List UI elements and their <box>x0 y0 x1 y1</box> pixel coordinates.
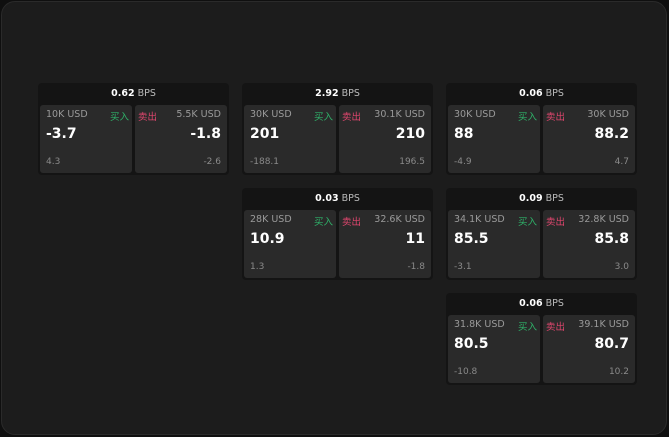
buy-label: 买入 <box>517 217 537 228</box>
spread-value: 0.03 <box>315 193 339 204</box>
quote-card: 2.92 BPS 30K USD 买入 201 -188.1 卖出 30.1K … <box>242 83 433 175</box>
spread-header: 0.09 BPS <box>446 188 637 209</box>
buy-label: 买入 <box>313 217 333 228</box>
sell-size: 39.1K USD <box>578 319 629 330</box>
spread-unit: BPS <box>545 88 564 99</box>
sell-size: 30.1K USD <box>374 109 425 120</box>
buy-size: 34.1K USD <box>454 214 505 225</box>
quote-card: 0.62 BPS 10K USD 买入 -3.7 4.3 卖出 5.5K USD… <box>38 83 229 175</box>
quote-card: 0.06 BPS 30K USD 买入 88 -4.9 卖出 30K USD 8… <box>446 83 637 175</box>
buy-button[interactable]: 30K USD 买入 88 -4.9 <box>448 105 540 173</box>
buy-label: 买入 <box>313 112 333 123</box>
sell-label: 卖出 <box>546 217 566 228</box>
sell-button[interactable]: 卖出 5.5K USD -1.8 -2.6 <box>135 105 227 173</box>
spread-header: 2.92 BPS <box>242 83 433 104</box>
spread-value: 0.09 <box>519 193 543 204</box>
spread-unit: BPS <box>137 88 156 99</box>
sell-change: -2.6 <box>203 157 221 167</box>
buy-button[interactable]: 10K USD 买入 -3.7 4.3 <box>40 105 132 173</box>
buy-price: 88 <box>454 126 474 142</box>
buy-change: -3.1 <box>454 262 472 272</box>
buy-label: 买入 <box>517 112 537 123</box>
buy-change: 4.3 <box>46 157 61 167</box>
buy-button[interactable]: 31.8K USD 买入 80.5 -10.8 <box>448 315 540 383</box>
sell-change: 3.0 <box>614 262 629 272</box>
sell-price: 210 <box>395 126 425 142</box>
sell-button[interactable]: 卖出 39.1K USD 80.7 10.2 <box>543 315 635 383</box>
spread-unit: BPS <box>341 193 360 204</box>
buy-change: -188.1 <box>250 157 280 167</box>
spread-header: 0.62 BPS <box>38 83 229 104</box>
sell-size: 30K USD <box>587 109 629 120</box>
sell-button[interactable]: 卖出 32.6K USD 11 -1.8 <box>339 210 431 278</box>
buy-size: 31.8K USD <box>454 319 505 330</box>
sell-price: 80.7 <box>594 336 629 352</box>
sell-change: 10.2 <box>608 367 629 377</box>
spread-value: 0.62 <box>111 88 135 99</box>
spread-unit: BPS <box>341 88 360 99</box>
sell-change: 4.7 <box>614 157 629 167</box>
sell-size: 32.8K USD <box>578 214 629 225</box>
buy-price: 85.5 <box>454 231 489 247</box>
sell-size: 32.6K USD <box>374 214 425 225</box>
sell-label: 卖出 <box>138 112 158 123</box>
buy-price: 10.9 <box>250 231 285 247</box>
spread-value: 2.92 <box>315 88 339 99</box>
sell-label: 卖出 <box>342 112 362 123</box>
spread-header: 0.06 BPS <box>446 293 637 314</box>
sell-label: 卖出 <box>342 217 362 228</box>
buy-change: -10.8 <box>454 367 478 377</box>
sell-button[interactable]: 卖出 30.1K USD 210 196.5 <box>339 105 431 173</box>
buy-size: 30K USD <box>250 109 292 120</box>
quote-card: 0.03 BPS 28K USD 买入 10.9 1.3 卖出 32.6K US… <box>242 188 433 280</box>
sell-price: -1.8 <box>190 126 221 142</box>
buy-price: 201 <box>250 126 280 142</box>
spread-value: 0.06 <box>519 88 543 99</box>
buy-button[interactable]: 34.1K USD 买入 85.5 -3.1 <box>448 210 540 278</box>
buy-button[interactable]: 28K USD 买入 10.9 1.3 <box>244 210 336 278</box>
buy-size: 10K USD <box>46 109 88 120</box>
quote-card: 0.09 BPS 34.1K USD 买入 85.5 -3.1 卖出 32.8K… <box>446 188 637 280</box>
sell-price: 85.8 <box>594 231 629 247</box>
buy-size: 28K USD <box>250 214 292 225</box>
sell-label: 卖出 <box>546 112 566 123</box>
sell-change: -1.8 <box>407 262 425 272</box>
sell-label: 卖出 <box>546 322 566 333</box>
sell-change: 196.5 <box>399 157 425 167</box>
buy-label: 买入 <box>517 322 537 333</box>
sell-button[interactable]: 卖出 30K USD 88.2 4.7 <box>543 105 635 173</box>
buy-change: -4.9 <box>454 157 472 167</box>
buy-price: -3.7 <box>46 126 77 142</box>
buy-size: 30K USD <box>454 109 496 120</box>
sell-size: 5.5K USD <box>176 109 221 120</box>
buy-change: 1.3 <box>250 262 265 272</box>
buy-label: 买入 <box>109 112 129 123</box>
spread-value: 0.06 <box>519 298 543 309</box>
spread-unit: BPS <box>545 193 564 204</box>
sell-button[interactable]: 卖出 32.8K USD 85.8 3.0 <box>543 210 635 278</box>
spread-header: 0.03 BPS <box>242 188 433 209</box>
quote-card: 0.06 BPS 31.8K USD 买入 80.5 -10.8 卖出 39.1… <box>446 293 637 385</box>
spread-header: 0.06 BPS <box>446 83 637 104</box>
buy-price: 80.5 <box>454 336 489 352</box>
sell-price: 88.2 <box>594 126 629 142</box>
spread-unit: BPS <box>545 298 564 309</box>
buy-button[interactable]: 30K USD 买入 201 -188.1 <box>244 105 336 173</box>
sell-price: 11 <box>405 231 425 247</box>
